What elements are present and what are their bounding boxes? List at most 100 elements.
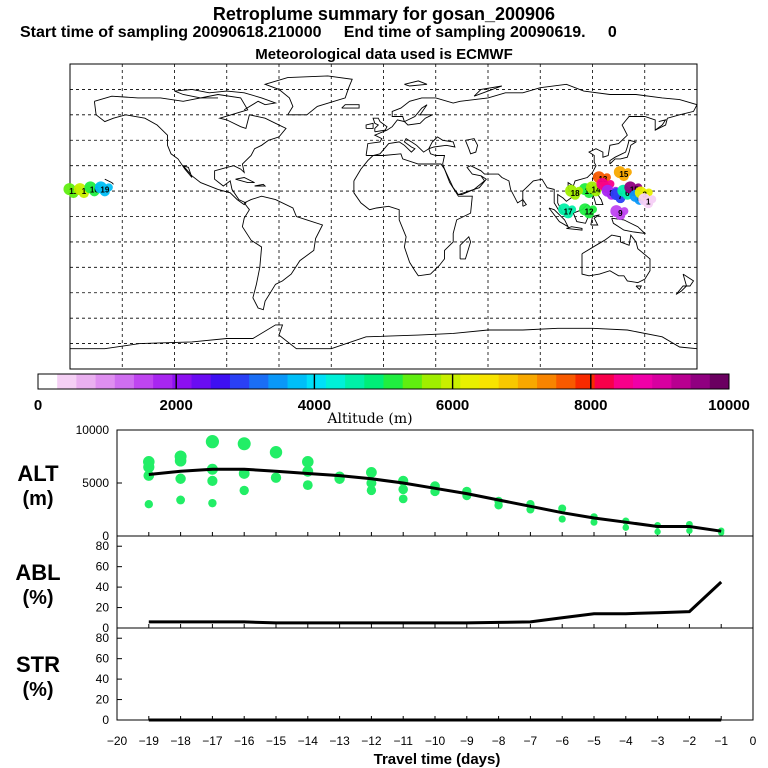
x-tick-label: −20 bbox=[107, 734, 128, 748]
y-tick-label: 80 bbox=[96, 631, 110, 645]
colorbar-swatch bbox=[364, 374, 384, 389]
plume-marker bbox=[620, 207, 629, 216]
panel-frame bbox=[116, 627, 754, 721]
colorbar-tick-label: 8000 bbox=[574, 397, 607, 414]
colorbar-frame bbox=[37, 373, 730, 390]
y-axis-unit: (%) bbox=[22, 679, 53, 701]
colorbar-swatch bbox=[575, 374, 596, 389]
plume-day-label: 12 bbox=[585, 207, 594, 216]
colorbar-swatch bbox=[402, 374, 423, 389]
plume-marker bbox=[589, 205, 598, 214]
colorbar-swatch bbox=[479, 374, 500, 389]
coastline bbox=[341, 104, 360, 109]
coastline bbox=[654, 119, 667, 131]
colorbar-tick-label: 10000 bbox=[708, 397, 750, 414]
x-tick-label: −19 bbox=[139, 734, 160, 748]
coastline bbox=[353, 153, 473, 277]
alt-point bbox=[239, 485, 249, 496]
y-tick-label: 20 bbox=[96, 693, 110, 707]
x-tick-label: −12 bbox=[361, 734, 382, 748]
y-axis-unit: (m) bbox=[22, 488, 53, 510]
colorbar-swatch bbox=[633, 374, 653, 389]
plume-clusters: 111161916141387615531812179151 bbox=[63, 166, 657, 221]
coastline bbox=[104, 178, 114, 185]
alt-point bbox=[366, 467, 377, 478]
colorbar-swatch bbox=[229, 374, 250, 389]
plume-day-label: 17 bbox=[564, 207, 573, 216]
alt-point bbox=[269, 446, 283, 459]
colorbar-swatch bbox=[556, 374, 576, 389]
colorbar-swatch bbox=[421, 374, 442, 389]
coastline bbox=[365, 83, 698, 215]
x-tick-label: −17 bbox=[202, 734, 223, 748]
colorbar-swatch bbox=[441, 374, 461, 389]
alt-point bbox=[144, 500, 153, 509]
colorbar-swatch bbox=[133, 374, 154, 389]
x-tick-label: −10 bbox=[425, 734, 446, 748]
colorbar-swatch bbox=[345, 374, 365, 389]
alt-point bbox=[207, 475, 218, 486]
alt-point bbox=[558, 504, 567, 513]
colorbar-label: Altitude (m) bbox=[326, 411, 412, 427]
x-tick-label: −6 bbox=[555, 734, 569, 748]
alt-point bbox=[654, 528, 661, 535]
colorbar-swatch bbox=[249, 374, 269, 389]
x-tick-label: −11 bbox=[393, 734, 413, 748]
coastline bbox=[609, 139, 638, 165]
plume-day-label: 15 bbox=[630, 185, 639, 194]
colorbar-swatch bbox=[383, 374, 404, 389]
coastline bbox=[235, 177, 255, 184]
coastline bbox=[365, 122, 374, 129]
colorbar-swatch bbox=[153, 374, 173, 389]
y-tick-label: 10000 bbox=[76, 423, 110, 437]
x-tick-label: −2 bbox=[683, 734, 697, 748]
colorbar-swatch bbox=[537, 374, 557, 389]
colorbar-tick-label: 4000 bbox=[298, 397, 331, 414]
y-axis-label: ABL bbox=[15, 560, 60, 585]
alt-point bbox=[590, 518, 598, 526]
alt-point bbox=[494, 501, 503, 510]
colorbar-tick-label: 0 bbox=[34, 397, 42, 414]
colorbar-swatch bbox=[325, 374, 346, 389]
colorbar-swatch bbox=[613, 374, 634, 389]
colorbar-swatch bbox=[57, 374, 77, 389]
alt-point bbox=[143, 461, 155, 473]
panel-str: 80 60 40 20 0 STR(%) bbox=[16, 627, 754, 727]
x-tick-label: −9 bbox=[460, 734, 474, 748]
coastline bbox=[404, 104, 433, 126]
plume-day-label: 16 bbox=[90, 185, 99, 194]
coastline bbox=[473, 85, 503, 97]
x-tick-label: −16 bbox=[234, 734, 255, 748]
alt-point bbox=[622, 524, 630, 531]
alt-point bbox=[558, 515, 566, 523]
colorbar-swatch bbox=[287, 374, 308, 389]
alt-point bbox=[686, 527, 693, 534]
x-tick-label: −8 bbox=[492, 734, 506, 748]
plume-marker bbox=[623, 168, 632, 177]
x-tick-label: −18 bbox=[170, 734, 191, 748]
alt-point bbox=[270, 472, 282, 483]
alt-point bbox=[237, 437, 251, 451]
x-tick-label: −4 bbox=[619, 734, 633, 748]
colorbar-swatch bbox=[498, 374, 519, 389]
colorbar-swatch bbox=[114, 374, 135, 389]
plume-marker bbox=[648, 195, 657, 204]
y-axis-unit: (%) bbox=[22, 587, 53, 609]
panel-alt: 10000 5000 0 ALT(m) bbox=[17, 423, 754, 543]
coastline bbox=[263, 75, 353, 116]
plume-day-label: 1 bbox=[82, 187, 87, 196]
colorbar-swatch bbox=[172, 374, 193, 389]
alt-point bbox=[302, 456, 314, 468]
coastline bbox=[611, 217, 647, 235]
y-axis-label: ALT bbox=[17, 461, 59, 486]
plume-day-label: 7 bbox=[618, 192, 623, 201]
plume-day-label: 14 bbox=[592, 185, 601, 194]
y-tick-label: 5000 bbox=[82, 476, 109, 490]
colorbar-swatch bbox=[95, 374, 116, 389]
plume-marker bbox=[104, 183, 113, 192]
coastlines bbox=[70, 75, 698, 350]
alt-point bbox=[208, 498, 217, 508]
plume-day-label: 1 bbox=[646, 197, 651, 206]
alt-point bbox=[205, 435, 219, 449]
coastline bbox=[566, 226, 583, 231]
